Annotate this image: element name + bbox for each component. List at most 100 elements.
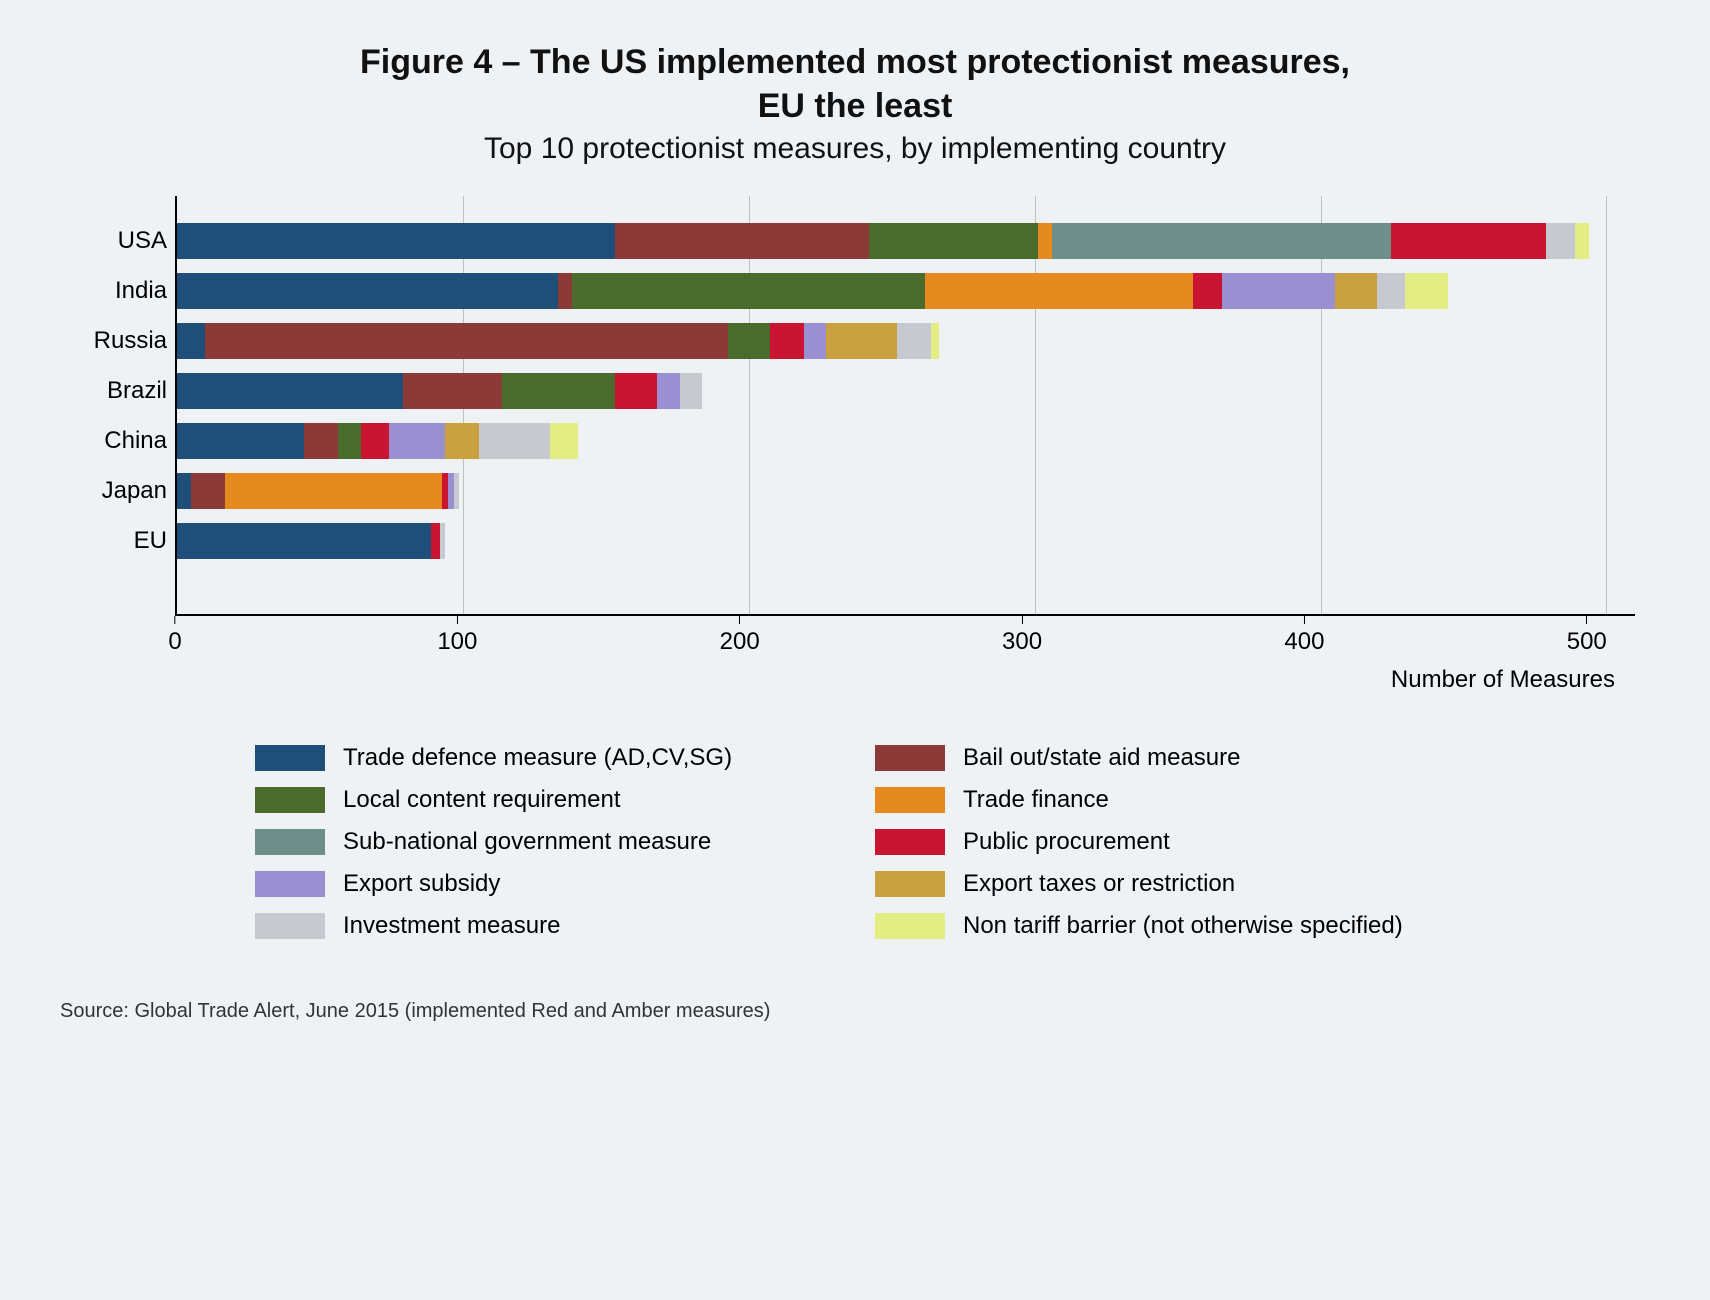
x-tick: 300 — [1002, 616, 1042, 656]
legend-swatch — [875, 913, 945, 939]
bar-row — [177, 266, 1635, 316]
legend-item-trade_finance: Trade finance — [875, 786, 1455, 814]
source-text: Source: Global Trade Alert, June 2015 (i… — [60, 1000, 1650, 1023]
legend-label: Sub-national government measure — [343, 828, 711, 856]
chart-area: USAIndiaRussiaBrazilChinaJapanEU — [75, 196, 1635, 616]
bar-segment-non_tariff — [1575, 223, 1589, 259]
x-tick: 500 — [1567, 616, 1607, 656]
legend-label: Export subsidy — [343, 870, 500, 898]
y-axis-label: Brazil — [75, 366, 175, 416]
legend-item-export_subsidy: Export subsidy — [255, 870, 835, 898]
bar-segment-trade_defence — [177, 423, 304, 459]
legend-label: Bail out/state aid measure — [963, 744, 1241, 772]
bar-segment-local_content — [869, 223, 1038, 259]
y-axis-labels: USAIndiaRussiaBrazilChinaJapanEU — [75, 196, 175, 616]
bar-row — [177, 216, 1635, 266]
bar-row — [177, 516, 1635, 566]
bar-segment-export_subsidy — [1222, 273, 1335, 309]
bar-segment-trade_defence — [177, 223, 615, 259]
legend-label: Trade defence measure (AD,CV,SG) — [343, 744, 732, 772]
plot-area — [175, 196, 1635, 616]
bar-segment-bail_out — [205, 323, 727, 359]
legend-label: Local content requirement — [343, 786, 621, 814]
x-axis: 0100200300400500 Number of Measures — [175, 616, 1615, 694]
bar-segment-bail_out — [403, 373, 502, 409]
bar-segment-investment — [454, 473, 460, 509]
bar-segment-investment — [1377, 273, 1405, 309]
figure-subtitle: Top 10 protectionist measures, by implem… — [60, 132, 1650, 166]
legend-swatch — [255, 829, 325, 855]
bar-row — [177, 316, 1635, 366]
bar-segment-bail_out — [191, 473, 225, 509]
bars-container — [177, 196, 1635, 614]
bar-segment-investment — [1546, 223, 1574, 259]
bar-segment-non_tariff — [931, 323, 939, 359]
bar-row — [177, 416, 1635, 466]
bar-segment-export_taxes — [445, 423, 479, 459]
bar-segment-export_taxes — [1335, 273, 1377, 309]
bar-row — [177, 466, 1635, 516]
legend-item-export_taxes: Export taxes or restriction — [875, 870, 1455, 898]
x-tick: 200 — [720, 616, 760, 656]
bar-stack — [177, 223, 1589, 259]
legend-swatch — [875, 871, 945, 897]
bar-segment-investment — [680, 373, 703, 409]
legend-item-bail_out: Bail out/state aid measure — [875, 744, 1455, 772]
bar-segment-trade_defence — [177, 373, 403, 409]
legend-item-sub_national: Sub-national government measure — [255, 828, 835, 856]
y-axis-label: EU — [75, 516, 175, 566]
legend-item-non_tariff: Non tariff barrier (not otherwise specif… — [875, 912, 1455, 940]
bar-segment-public_procurement — [770, 323, 804, 359]
legend-item-investment: Investment measure — [255, 912, 835, 940]
legend-label: Export taxes or restriction — [963, 870, 1235, 898]
bar-segment-trade_finance — [1038, 223, 1052, 259]
legend-swatch — [875, 829, 945, 855]
legend-item-trade_defence: Trade defence measure (AD,CV,SG) — [255, 744, 835, 772]
bar-segment-trade_defence — [177, 473, 191, 509]
x-tick: 100 — [437, 616, 477, 656]
bar-segment-bail_out — [615, 223, 869, 259]
bar-segment-investment — [479, 423, 550, 459]
bar-stack — [177, 323, 939, 359]
bar-segment-trade_defence — [177, 323, 205, 359]
y-axis-label: India — [75, 266, 175, 316]
bar-stack — [177, 423, 578, 459]
legend-swatch — [255, 913, 325, 939]
legend-label: Trade finance — [963, 786, 1109, 814]
bar-segment-public_procurement — [1193, 273, 1221, 309]
bar-segment-bail_out — [304, 423, 338, 459]
legend-label: Investment measure — [343, 912, 560, 940]
bar-segment-local_content — [572, 273, 925, 309]
legend-swatch — [255, 745, 325, 771]
legend-label: Public procurement — [963, 828, 1170, 856]
figure-title-line2: EU the least — [60, 84, 1650, 128]
x-axis-label: Number of Measures — [175, 666, 1615, 694]
legend-label: Non tariff barrier (not otherwise specif… — [963, 912, 1403, 940]
bar-segment-trade_defence — [177, 273, 558, 309]
bar-segment-sub_national — [1052, 223, 1391, 259]
bar-segment-export_subsidy — [389, 423, 445, 459]
bar-segment-public_procurement — [361, 423, 389, 459]
legend-swatch — [255, 787, 325, 813]
bar-segment-public_procurement — [431, 523, 439, 559]
bar-segment-trade_finance — [225, 473, 442, 509]
legend: Trade defence measure (AD,CV,SG) Bail out… — [255, 744, 1455, 940]
bar-stack — [177, 273, 1448, 309]
bar-segment-trade_finance — [925, 273, 1193, 309]
figure-title-line1: Figure 4 – The US implemented most prote… — [60, 40, 1650, 84]
legend-swatch — [875, 787, 945, 813]
bar-segment-export_taxes — [826, 323, 897, 359]
bar-segment-export_subsidy — [804, 323, 827, 359]
x-tick: 0 — [168, 616, 181, 656]
bar-segment-non_tariff — [550, 423, 578, 459]
chart-wrap: USAIndiaRussiaBrazilChinaJapanEU 0 100 200… — [75, 196, 1635, 694]
bar-stack — [177, 473, 459, 509]
figure-container: Figure 4 – The US implemented most prote… — [60, 40, 1650, 1260]
bar-segment-investment — [440, 523, 446, 559]
legend-swatch — [875, 745, 945, 771]
legend-swatch — [255, 871, 325, 897]
bar-stack — [177, 523, 445, 559]
bar-segment-local_content — [502, 373, 615, 409]
legend-item-public_procurement: Public procurement — [875, 828, 1455, 856]
y-axis-label: Russia — [75, 316, 175, 366]
